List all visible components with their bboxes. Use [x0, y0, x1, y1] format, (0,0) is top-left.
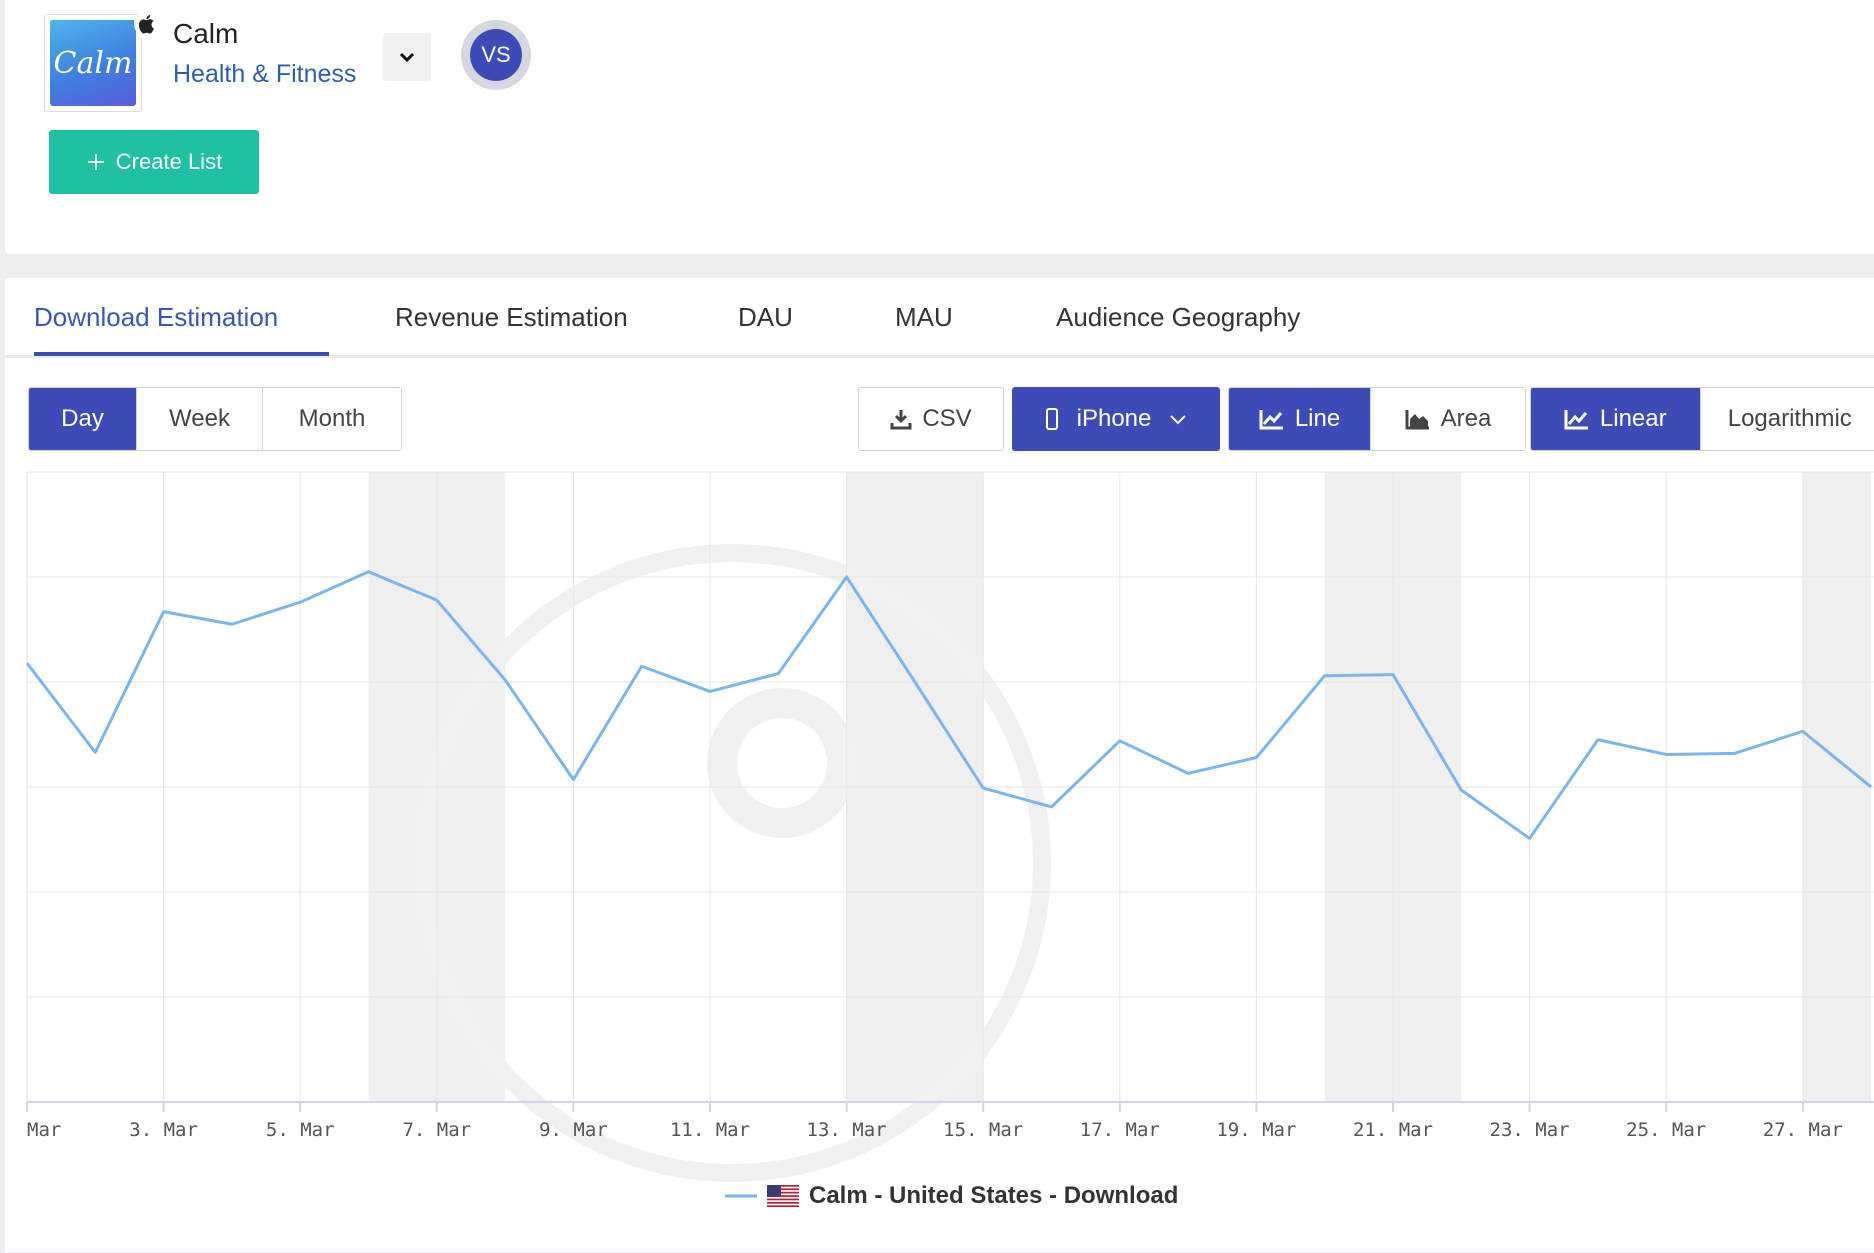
create-list-button[interactable]: Create List — [49, 130, 259, 194]
x-tick-label: 9. Mar — [539, 1119, 608, 1141]
legend-line-swatch — [725, 1194, 757, 1198]
plus-icon — [87, 154, 104, 170]
line-chart-icon — [1259, 410, 1283, 430]
x-tick-label: 13. Mar — [807, 1119, 887, 1141]
estimation-card: Download Estimation Revenue Estimation D… — [0, 278, 1874, 1252]
scale-selector: Linear Logarithmic — [1530, 387, 1874, 451]
active-tab-indicator — [34, 352, 329, 356]
tab-bar: Download Estimation Revenue Estimation D… — [5, 278, 1874, 358]
x-tick-label: 19. Mar — [1216, 1119, 1296, 1141]
x-tick-label: 25. Mar — [1626, 1119, 1706, 1141]
x-tick-label: 7. Mar — [402, 1119, 471, 1141]
period-selector: Day Week Month — [28, 387, 402, 451]
scale-linear-button[interactable]: Linear — [1531, 388, 1701, 450]
download-icon — [890, 410, 912, 430]
scale-logarithmic-button[interactable]: Logarithmic — [1700, 388, 1874, 450]
tab-download-estimation[interactable]: Download Estimation — [34, 302, 279, 332]
device-label: iPhone — [1076, 405, 1152, 432]
chevron-down-icon — [1170, 415, 1187, 425]
app-category-link[interactable]: Health & Fitness — [173, 60, 357, 88]
scale-linear-label: Linear — [1599, 405, 1667, 432]
csv-export-button[interactable]: CSV — [858, 387, 1004, 451]
line-chart-icon — [1564, 410, 1588, 430]
chart-type-line-label: Line — [1294, 405, 1341, 432]
x-tick-label: 27. Mar — [1763, 1119, 1843, 1141]
tab-dau[interactable]: DAU — [738, 302, 793, 332]
device-select[interactable]: iPhone — [1012, 387, 1220, 451]
chart-type-area-label: Area — [1440, 405, 1492, 432]
tab-revenue-estimation[interactable]: Revenue Estimation — [395, 302, 628, 332]
legend-label: Calm - United States - Download — [809, 1182, 1179, 1209]
compare-vs-button[interactable]: VS — [461, 20, 531, 90]
app-header-card: Calm Calm Health & Fitness VS Create Lis… — [5, 0, 1874, 254]
x-tick-label: 17. Mar — [1080, 1119, 1160, 1141]
download-chart: 1. Mar 3. Mar 5. Mar 7. Mar 9. Mar 11. Mar 13.… — [0, 468, 1874, 1248]
chart-type-selector: Line Area — [1228, 387, 1526, 451]
csv-label: CSV — [922, 405, 972, 432]
vs-label: VS — [470, 29, 522, 81]
x-tick-label: 3. Mar — [129, 1119, 198, 1141]
chart-type-area-button[interactable]: Area — [1371, 388, 1525, 450]
app-dropdown-button[interactable] — [383, 33, 431, 81]
create-list-label: Create List — [115, 149, 223, 174]
watermark-ring — [413, 544, 1051, 1182]
period-week-button[interactable]: Week — [137, 388, 263, 450]
x-tick-label: 5. Mar — [266, 1119, 335, 1141]
app-icon[interactable]: Calm — [44, 11, 160, 112]
apple-icon — [134, 11, 160, 37]
chart-legend[interactable]: Calm - United States - Download — [725, 1182, 1178, 1210]
series-line — [25, 570, 1873, 840]
app-name: Calm — [173, 18, 239, 49]
chart-svg: 1. Mar 3. Mar 5. Mar 7. Mar 9. Mar 11. Mar 13.… — [0, 471, 1874, 1182]
chevron-down-icon — [399, 52, 415, 63]
period-day-button[interactable]: Day — [29, 388, 137, 450]
x-tick-label: 15. Mar — [943, 1119, 1023, 1141]
tab-mau[interactable]: MAU — [895, 302, 953, 332]
x-tick-label: 1. Mar — [22, 1119, 61, 1141]
phone-icon — [1045, 408, 1058, 430]
app-icon-image: Calm — [50, 20, 136, 106]
us-flag-icon — [767, 1185, 799, 1207]
x-tick-label: 23. Mar — [1490, 1119, 1570, 1141]
x-tick-label: 21. Mar — [1353, 1119, 1433, 1141]
period-month-button[interactable]: Month — [263, 388, 401, 450]
watermark-window — [707, 688, 857, 838]
chart-type-line-button[interactable]: Line — [1229, 388, 1372, 450]
area-chart-icon — [1405, 410, 1429, 430]
tab-audience-geography[interactable]: Audience Geography — [1056, 302, 1301, 332]
x-tick-label: 11. Mar — [670, 1119, 750, 1141]
